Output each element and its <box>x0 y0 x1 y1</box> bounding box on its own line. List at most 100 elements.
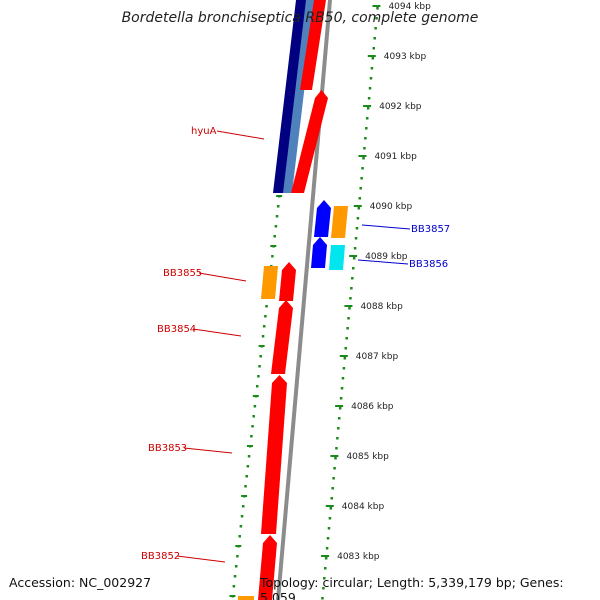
tick-label: 4090 kbp <box>370 202 413 212</box>
feature-BB3855-red <box>279 262 296 301</box>
gene-labels: hyuA BB3857 BB3856 BB3855 BB3854 BB3853 BB3852 <box>141 126 450 562</box>
ruler-dot <box>345 337 348 340</box>
ruler-dot <box>335 447 338 450</box>
ruler-dot <box>353 247 357 250</box>
leader-line <box>176 555 226 563</box>
ruler-dot <box>357 207 361 210</box>
feature-track <box>238 0 348 600</box>
tick-label: 4094 kbp <box>388 2 431 12</box>
ruler-dot <box>346 327 349 330</box>
gene-label-BB3856: BB3856 <box>409 259 448 270</box>
feature-navy <box>273 0 307 193</box>
ruler-dot <box>264 315 267 318</box>
ruler-dot <box>336 437 339 440</box>
ruler-dot <box>343 357 347 360</box>
ruler-dot <box>355 227 359 230</box>
ruler-dot <box>337 417 341 420</box>
ruler-dot <box>276 205 280 208</box>
label-leader-lines <box>176 130 411 563</box>
ruler-dot <box>329 507 333 510</box>
tick-label: 4085 kbp <box>346 452 389 462</box>
ruler-dot <box>247 455 251 458</box>
ruler-dot <box>324 557 328 560</box>
ruler-dot <box>239 525 243 528</box>
ruler-dot <box>359 187 362 190</box>
feature-BB3857-blue <box>314 200 331 237</box>
ruler-dot <box>366 107 370 110</box>
ruler-dot <box>261 335 265 338</box>
tick-label: 4093 kbp <box>384 52 427 62</box>
ruler-dot <box>233 575 237 578</box>
feature-blue-b <box>311 237 327 268</box>
ruler-dot <box>358 197 362 200</box>
ruler-dot <box>364 137 367 140</box>
ruler-dot <box>341 377 345 380</box>
ruler-dot <box>372 47 376 50</box>
leader-line <box>361 224 411 230</box>
map-title: Bordetella bronchiseptica RB50, complete… <box>121 10 479 26</box>
ruler-dot <box>350 287 353 290</box>
ruler-dot <box>365 117 369 120</box>
gene-label-BB3855: BB3855 <box>163 268 202 279</box>
ruler-dot <box>331 487 334 490</box>
ruler-dot <box>365 127 368 130</box>
accession-text: Accession: NC_002927 <box>9 575 152 590</box>
ruler-dot <box>368 87 372 90</box>
ruler-dot <box>322 587 325 590</box>
ruler-dot <box>262 325 266 328</box>
ruler-dot <box>274 225 278 228</box>
ruler-dot <box>241 505 245 508</box>
ruler-dot <box>333 467 336 470</box>
tick-label: 4086 kbp <box>351 402 394 412</box>
ruler-dot <box>362 157 365 160</box>
leader-line <box>216 130 265 140</box>
ruler-dot <box>323 567 327 570</box>
ruler-tick-labels: 4094 kbp 4093 kbp 4092 kbp 4091 kbp 4090 kbp… <box>337 2 431 562</box>
ruler-dot <box>246 465 250 468</box>
gene-label-BB3857: BB3857 <box>411 224 450 235</box>
ruler-dot <box>250 435 253 438</box>
ruler-dot <box>334 457 337 460</box>
ruler-dot <box>349 297 352 300</box>
ruler-dot <box>234 565 238 568</box>
ruler-dot <box>244 485 247 488</box>
ruler-dot <box>321 597 324 600</box>
ruler-dot <box>348 307 351 310</box>
ruler-dot <box>253 405 257 408</box>
feature-orange-a <box>331 206 348 238</box>
ruler-dot <box>361 167 364 170</box>
ruler-dot <box>376 7 379 10</box>
gene-label-BB3853: BB3853 <box>148 443 187 454</box>
ruler-dot <box>238 535 241 538</box>
ruler-dot <box>347 317 350 320</box>
ruler-dot <box>240 515 244 518</box>
feature-BB3856-cyan <box>329 245 345 270</box>
leader-line <box>357 259 409 265</box>
ruler-dot <box>232 585 236 588</box>
feature-BB3855-orange <box>261 266 278 299</box>
gene-label-BB3852: BB3852 <box>141 551 180 562</box>
ruler-dot <box>327 527 331 530</box>
ruler-dot <box>370 67 374 70</box>
ruler-dot <box>351 277 354 280</box>
ruler-dot <box>340 387 344 390</box>
ruler-dot <box>338 407 342 410</box>
feature-BB3854 <box>271 300 293 374</box>
ruler-dot <box>371 57 375 60</box>
ruler-dot <box>271 255 274 258</box>
feature-red-hyuA <box>291 90 328 193</box>
ruler-dot <box>236 555 239 558</box>
tick-label: 4089 kbp <box>365 252 408 262</box>
ruler-dot <box>245 475 248 478</box>
ruler-dot <box>326 537 330 540</box>
topology-summary: Topology: circular; Length: 5,339,179 bp… <box>260 575 564 600</box>
ruler-dot <box>252 415 255 418</box>
ruler-dot <box>337 427 340 430</box>
tick-label: 4088 kbp <box>360 302 403 312</box>
gene-label-BB3854: BB3854 <box>157 324 196 335</box>
ruler-dot <box>323 577 326 580</box>
ruler-dot <box>251 425 254 428</box>
ruler-dot <box>258 365 261 368</box>
